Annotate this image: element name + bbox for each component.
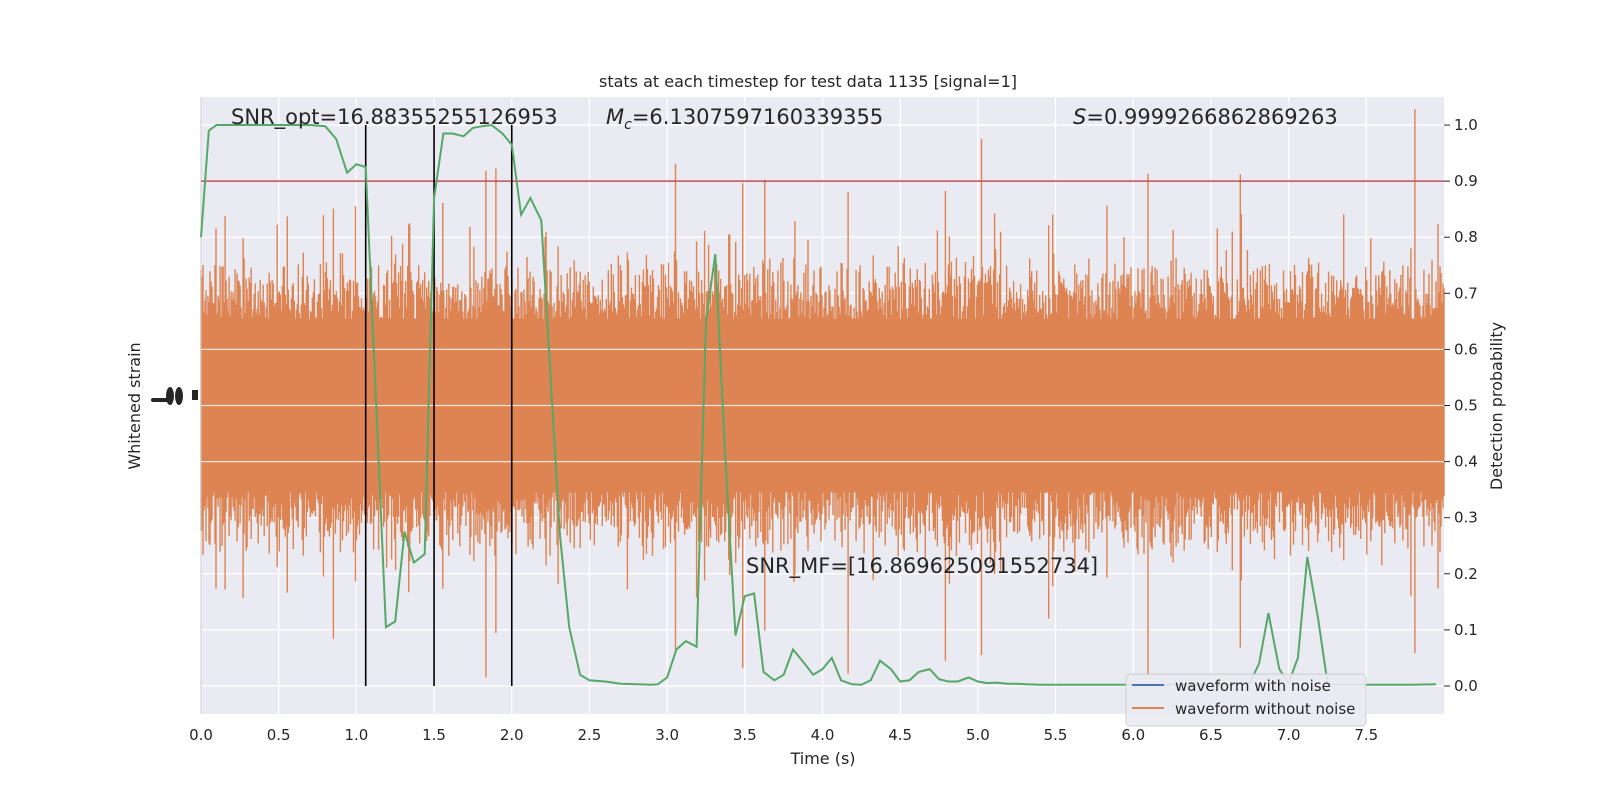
snr-mf-annotation: SNR_MF=[16.869625091552734] bbox=[746, 554, 1098, 579]
x-tick-label: 4.0 bbox=[811, 726, 835, 744]
s-annotation: S=0.9999266862869263 bbox=[1073, 105, 1338, 129]
y-tick-label: 0.4 bbox=[1454, 453, 1478, 471]
waveform-without-noise-series bbox=[200, 109, 1445, 678]
y-tick-label: 0.1 bbox=[1454, 621, 1478, 639]
y-tick-label: 0.2 bbox=[1454, 565, 1478, 583]
y-tick-label: 0.5 bbox=[1454, 397, 1478, 415]
x-tick-label: 3.0 bbox=[655, 726, 679, 744]
y-tick-label: 0.3 bbox=[1454, 509, 1478, 527]
right-y-tick-labels: 0.0 0.1 0.2 0.3 0.4 0.5 0.6 0.7 0.8 0.9 1.0 bbox=[1444, 116, 1478, 695]
mc-value: =6.1307597160339355 bbox=[632, 105, 883, 129]
legend: waveform with noise waveform without noi… bbox=[1125, 673, 1367, 727]
y-tick-label: 0.9 bbox=[1454, 172, 1478, 190]
x-tick-label: 0.0 bbox=[189, 726, 213, 744]
x-tick-label: 6.0 bbox=[1121, 726, 1145, 744]
tick-blob bbox=[175, 387, 183, 405]
x-axis-label: Time (s) bbox=[789, 749, 855, 768]
tick-blob bbox=[166, 387, 174, 405]
x-tick-label: 3.5 bbox=[733, 726, 757, 744]
legend-box bbox=[1125, 673, 1367, 727]
y-tick-label: 1.0 bbox=[1454, 116, 1478, 134]
x-tick-label: 1.5 bbox=[422, 726, 446, 744]
mc-annotation: Mc=6.1307597160339355 bbox=[606, 105, 883, 133]
s-value: =0.9999266862869263 bbox=[1086, 105, 1337, 129]
x-tick-labels: 0.0 0.5 1.0 1.5 2.0 2.5 3.0 3.5 4.0 4.5 5.0 5.5 6.0 6… bbox=[189, 726, 1378, 744]
x-tick-label: 2.0 bbox=[500, 726, 524, 744]
left-y-axis-label: Whitened strain bbox=[125, 342, 144, 469]
left-tick-label-cluster bbox=[151, 387, 198, 405]
x-tick-label: 4.5 bbox=[888, 726, 912, 744]
x-tick-label: 7.0 bbox=[1277, 726, 1301, 744]
y-tick-label: 0.0 bbox=[1454, 677, 1478, 695]
x-tick-label: 7.5 bbox=[1354, 726, 1378, 744]
legend-label-without-noise: waveform without noise bbox=[1175, 700, 1355, 718]
x-tick-label: 2.5 bbox=[578, 726, 602, 744]
x-tick-label: 6.5 bbox=[1199, 726, 1223, 744]
right-y-axis-label: Detection probability bbox=[1487, 322, 1506, 490]
x-tick-label: 0.5 bbox=[267, 726, 291, 744]
mc-subscript: c bbox=[624, 117, 632, 133]
y-tick-label: 0.7 bbox=[1454, 284, 1478, 302]
x-tick-label: 5.5 bbox=[1044, 726, 1068, 744]
y-tick-label: 0.8 bbox=[1454, 228, 1478, 246]
legend-label-with-noise: waveform with noise bbox=[1175, 677, 1331, 695]
y-tick-label: 0.6 bbox=[1454, 340, 1478, 358]
tick-blob bbox=[192, 390, 198, 400]
s-symbol: S bbox=[1073, 105, 1086, 129]
x-tick-label: 5.0 bbox=[966, 726, 990, 744]
x-tick-label: 1.0 bbox=[344, 726, 368, 744]
chart-title: stats at each timestep for test data 113… bbox=[599, 72, 1017, 91]
mc-symbol: M bbox=[606, 105, 624, 129]
snr-opt-annotation: SNR_opt=16.88355255126953 bbox=[231, 105, 558, 130]
